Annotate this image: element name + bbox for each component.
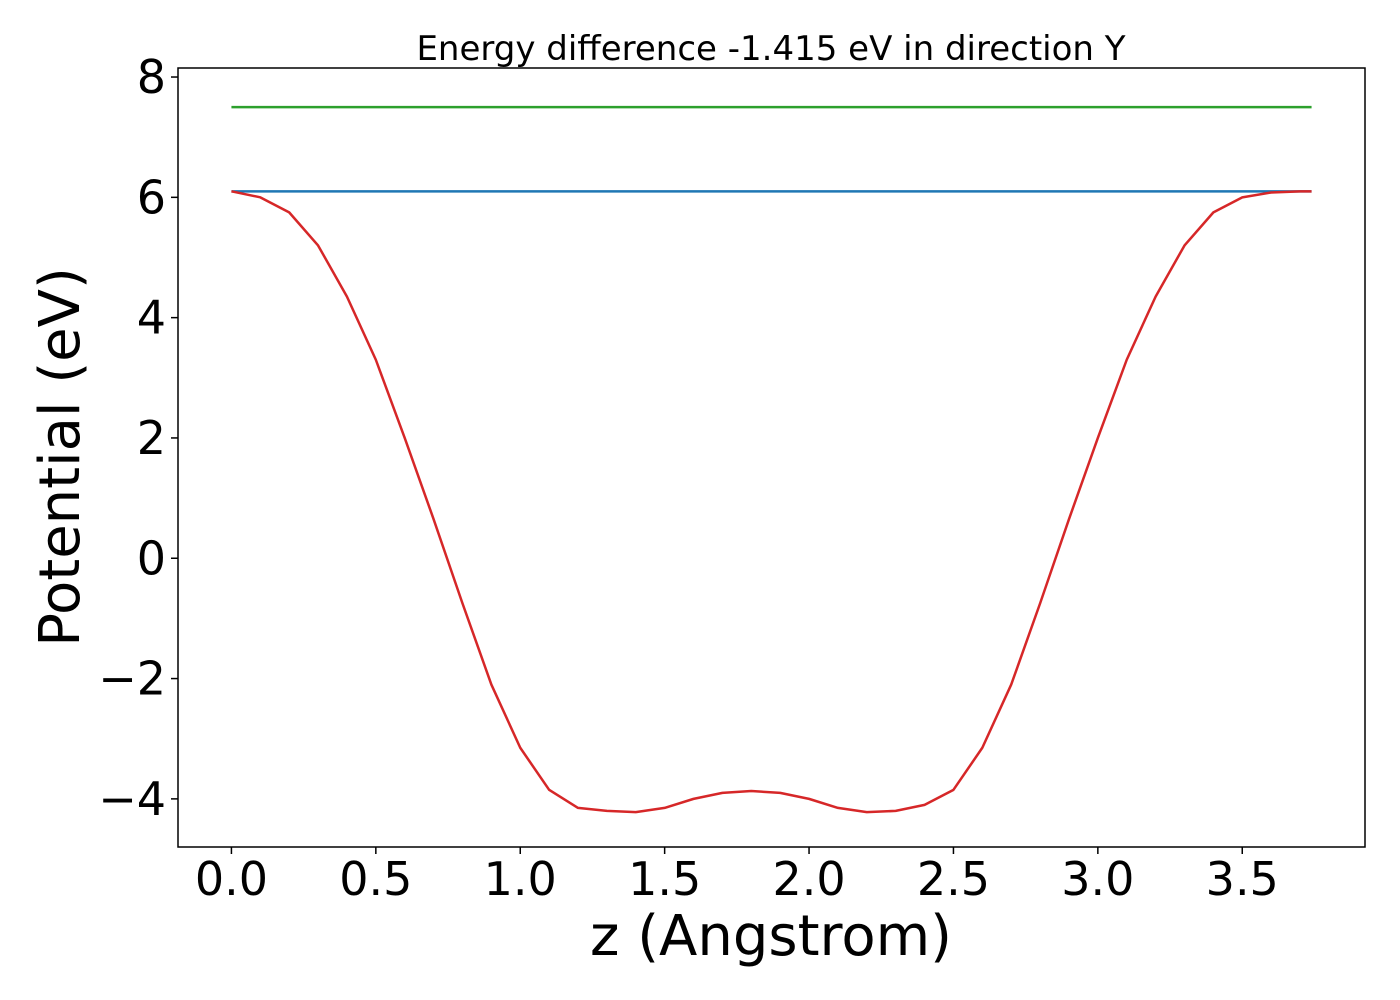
- x-tick-label: 0.5: [339, 852, 412, 906]
- x-tick-label: 3.5: [1206, 852, 1279, 906]
- plot-lines: [231, 105, 1312, 814]
- y-tick-label: 2: [137, 411, 166, 465]
- x-tick-label: 0.0: [195, 852, 268, 906]
- x-axis-label: z (Angstrom): [590, 904, 952, 969]
- plot-frame: [177, 67, 1366, 848]
- y-tick-label: 6: [137, 170, 166, 224]
- y-tick-label: −2: [98, 652, 166, 706]
- y-tick-label: 8: [137, 50, 166, 104]
- x-tick-label: 1.0: [484, 852, 557, 906]
- series-line-3: [231, 190, 1312, 814]
- y-tick-label: 0: [137, 531, 166, 585]
- x-tick-label: 3.0: [1061, 852, 1134, 906]
- y-axis-ticks: −4 −2 0 2 4 6 8: [98, 50, 178, 826]
- chart-title: Energy difference -1.415 eV in direction…: [416, 29, 1125, 69]
- x-tick-label: 2.5: [917, 852, 990, 906]
- y-tick-label: −4: [98, 772, 166, 826]
- x-tick-label: 1.5: [628, 852, 701, 906]
- y-axis-label: Potential (eV): [28, 267, 93, 647]
- y-tick-label: 4: [137, 291, 166, 345]
- x-axis-ticks: 0.0 0.5 1.0 1.5 2.0 2.5 3.0 3.5: [195, 847, 1279, 906]
- x-tick-label: 2.0: [772, 852, 845, 906]
